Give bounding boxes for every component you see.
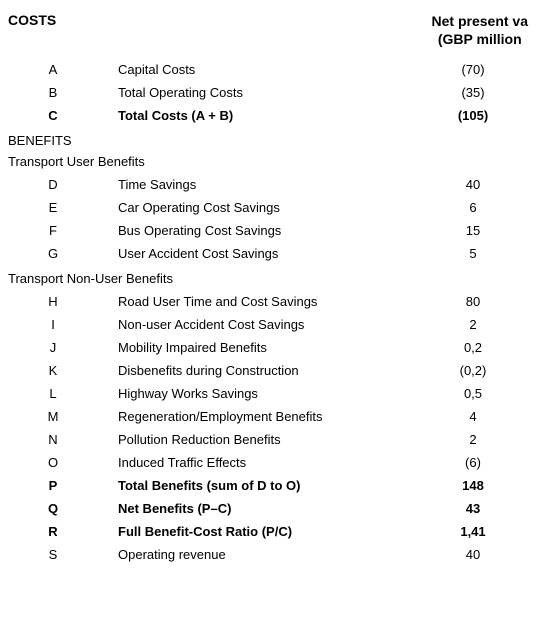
row-letter: D (8, 177, 68, 192)
row-letter: O (8, 455, 68, 470)
row-value: (70) (418, 62, 528, 77)
row-desc: User Accident Cost Savings (68, 246, 418, 261)
row-desc: Mobility Impaired Benefits (68, 340, 418, 355)
table-row-total: P Total Benefits (sum of D to O) 148 (8, 474, 528, 497)
row-desc: Pollution Reduction Benefits (68, 432, 418, 447)
table-row: O Induced Traffic Effects (6) (8, 451, 528, 474)
costs-heading: COSTS (8, 12, 56, 28)
row-letter: F (8, 223, 68, 238)
row-desc: Regeneration/Employment Benefits (68, 409, 418, 424)
row-value: 2 (418, 317, 528, 332)
table-row: H Road User Time and Cost Savings 80 (8, 290, 528, 313)
row-value: 80 (418, 294, 528, 309)
row-desc: Full Benefit-Cost Ratio (P/C) (68, 524, 418, 539)
row-letter: P (8, 478, 68, 493)
row-value: 40 (418, 177, 528, 192)
row-letter: Q (8, 501, 68, 516)
value-heading-line1: Net present va (432, 13, 528, 29)
row-desc: Time Savings (68, 177, 418, 192)
row-value: 40 (418, 547, 528, 562)
row-letter: K (8, 363, 68, 378)
row-value: 6 (418, 200, 528, 215)
row-letter: I (8, 317, 68, 332)
table-row: A Capital Costs (70) (8, 58, 528, 81)
row-letter: J (8, 340, 68, 355)
table-row: J Mobility Impaired Benefits 0,2 (8, 336, 528, 359)
row-value: 15 (418, 223, 528, 238)
row-letter: G (8, 246, 68, 261)
row-desc: Highway Works Savings (68, 386, 418, 401)
row-desc: Disbenefits during Construction (68, 363, 418, 378)
row-desc: Road User Time and Cost Savings (68, 294, 418, 309)
table-row: I Non-user Accident Cost Savings 2 (8, 313, 528, 336)
row-value: 2 (418, 432, 528, 447)
row-letter: B (8, 85, 68, 100)
row-desc: Net Benefits (P–C) (68, 501, 418, 516)
table-row-total: R Full Benefit-Cost Ratio (P/C) 1,41 (8, 520, 528, 543)
row-value: 0,5 (418, 386, 528, 401)
row-desc: Non-user Accident Cost Savings (68, 317, 418, 332)
row-value: (35) (418, 85, 528, 100)
row-letter: A (8, 62, 68, 77)
row-value: 4 (418, 409, 528, 424)
row-desc: Operating revenue (68, 547, 418, 562)
row-value: (105) (418, 108, 528, 123)
table-row: L Highway Works Savings 0,5 (8, 382, 528, 405)
table-row: N Pollution Reduction Benefits 2 (8, 428, 528, 451)
benefits-heading: BENEFITS (8, 133, 528, 148)
row-desc: Capital Costs (68, 62, 418, 77)
row-value: (6) (418, 455, 528, 470)
row-letter: M (8, 409, 68, 424)
nonuser-benefits-heading: Transport Non-User Benefits (8, 271, 528, 286)
row-letter: C (8, 108, 68, 123)
row-letter: R (8, 524, 68, 539)
table-row: M Regeneration/Employment Benefits 4 (8, 405, 528, 428)
table-row: F Bus Operating Cost Savings 15 (8, 219, 528, 242)
row-desc: Total Costs (A + B) (68, 108, 418, 123)
table-row: B Total Operating Costs (35) (8, 81, 528, 104)
row-letter: N (8, 432, 68, 447)
table-row: K Disbenefits during Construction (0,2) (8, 359, 528, 382)
row-desc: Bus Operating Cost Savings (68, 223, 418, 238)
row-value: 148 (418, 478, 528, 493)
row-letter: S (8, 547, 68, 562)
row-letter: L (8, 386, 68, 401)
row-desc: Induced Traffic Effects (68, 455, 418, 470)
row-desc: Total Benefits (sum of D to O) (68, 478, 418, 493)
row-value: (0,2) (418, 363, 528, 378)
row-desc: Total Operating Costs (68, 85, 418, 100)
row-value: 5 (418, 246, 528, 261)
row-value: 1,41 (418, 524, 528, 539)
table-row-total: C Total Costs (A + B) (105) (8, 104, 528, 127)
table-row: S Operating revenue 40 (8, 543, 528, 566)
row-value: 0,2 (418, 340, 528, 355)
table-row: E Car Operating Cost Savings 6 (8, 196, 528, 219)
user-benefits-heading: Transport User Benefits (8, 154, 528, 169)
row-desc: Car Operating Cost Savings (68, 200, 418, 215)
table-row-total: Q Net Benefits (P–C) 43 (8, 497, 528, 520)
row-letter: H (8, 294, 68, 309)
header-row: COSTS Net present va (GBP million (8, 12, 528, 48)
table-row: G User Accident Cost Savings 5 (8, 242, 528, 265)
table-row: D Time Savings 40 (8, 173, 528, 196)
row-value: 43 (418, 501, 528, 516)
value-heading-line2: (GBP million (438, 31, 522, 47)
row-letter: E (8, 200, 68, 215)
value-column-heading: Net present va (GBP million (432, 12, 528, 48)
